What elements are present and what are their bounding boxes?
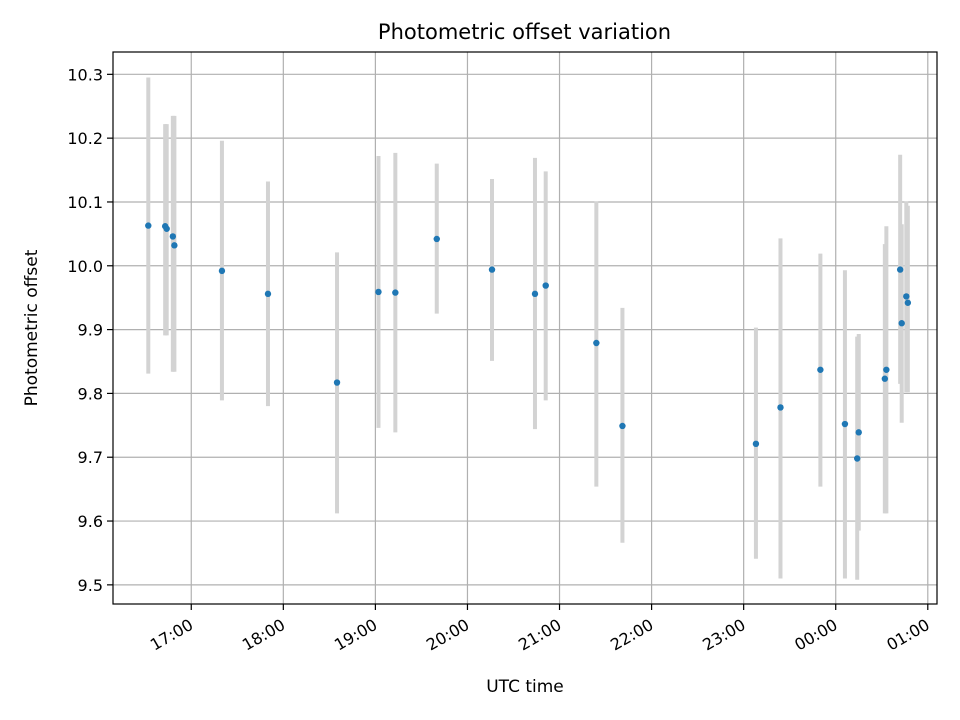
- data-point: [163, 225, 170, 232]
- data-point: [898, 320, 905, 327]
- data-point: [171, 242, 178, 249]
- y-tick-label: 10.2: [67, 129, 103, 148]
- y-axis-ticks: 9.5 9.6 9.7 9.8 9.9 10.0 10.1 10.2 10.3: [67, 65, 113, 595]
- data-point: [854, 455, 861, 462]
- data-point: [896, 266, 904, 273]
- data-point: [752, 440, 760, 448]
- data-point: [883, 366, 890, 373]
- data-point: [333, 379, 341, 386]
- y-tick-label: 9.7: [78, 448, 103, 467]
- data-point: [488, 266, 496, 273]
- data-point: [881, 375, 889, 382]
- data-point: [218, 267, 226, 275]
- y-tick-label: 9.5: [78, 576, 103, 595]
- y-tick-label: 9.6: [78, 512, 103, 531]
- data-point: [903, 293, 910, 300]
- data-point: [855, 429, 862, 436]
- y-tick-label: 10.0: [67, 257, 103, 276]
- data-point: [904, 299, 912, 306]
- y-tick-label: 9.8: [78, 384, 103, 403]
- data-points: [145, 222, 912, 462]
- data-point: [619, 422, 626, 430]
- data-point: [777, 404, 784, 411]
- data-point: [593, 339, 600, 347]
- data-point: [542, 282, 549, 289]
- data-point: [392, 289, 399, 296]
- data-point: [841, 420, 849, 428]
- data-point: [375, 288, 382, 296]
- data-point: [817, 366, 824, 373]
- grid: [113, 52, 937, 604]
- y-axis-label: Photometric offset: [22, 249, 42, 406]
- data-point: [531, 290, 539, 298]
- data-point: [264, 290, 272, 298]
- plot-frame: [112, 51, 938, 605]
- y-tick-label: 10.3: [67, 65, 103, 84]
- chart-title: Photometric offset variation: [378, 20, 671, 44]
- data-point: [145, 222, 152, 229]
- x-axis-label: UTC time: [486, 677, 564, 697]
- y-tick-label: 10.1: [67, 193, 103, 212]
- data-point: [433, 235, 440, 243]
- data-point: [169, 233, 177, 240]
- y-tick-label: 9.9: [78, 321, 103, 340]
